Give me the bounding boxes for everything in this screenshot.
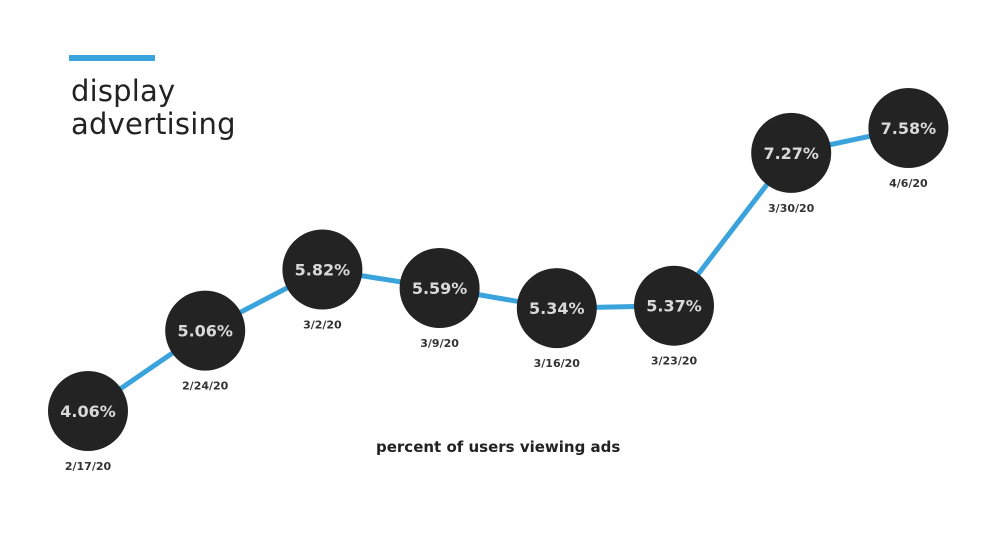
data-value-label: 5.34%: [529, 299, 585, 318]
data-point-group: 5.37% 3/23/20: [634, 265, 714, 368]
data-point-bubble: [634, 265, 714, 346]
data-value-label: 5.82%: [295, 261, 351, 280]
data-point-bubble: [751, 112, 832, 193]
data-point-group: 5.82% 3/2/20: [282, 229, 363, 332]
data-value-label: 5.06%: [177, 322, 233, 341]
data-point-bubble: [282, 229, 363, 310]
chart-title-line-1: display: [71, 74, 176, 108]
data-point-group: 7.58% 4/6/20: [868, 88, 949, 190]
data-point-group: 5.34% 3/16/20: [516, 268, 597, 370]
data-point-bubble: [48, 371, 128, 451]
chart-title-line-2: advertising: [71, 107, 236, 141]
data-point-bubble: [516, 268, 597, 349]
title-accent-bar: [69, 55, 155, 61]
data-point-group: 7.27% 3/30/20: [751, 112, 832, 215]
x-tick-label: 3/23/20: [651, 355, 698, 368]
x-tick-label: 2/17/20: [65, 460, 112, 473]
data-value-label: 7.58%: [881, 119, 937, 138]
data-value-label: 4.06%: [60, 402, 116, 421]
x-tick-label: 3/2/20: [303, 319, 342, 332]
data-point-group: 5.06% 2/24/20: [165, 290, 246, 393]
data-point-group: 5.59% 3/9/20: [399, 248, 480, 350]
data-point-bubble: [868, 88, 949, 168]
data-point-bubble: [399, 248, 480, 328]
data-value-label: 5.37%: [646, 297, 702, 316]
data-point-group: 4.06% 2/17/20: [48, 371, 128, 473]
x-tick-label: 4/6/20: [889, 177, 928, 190]
x-tick-label: 3/30/20: [768, 202, 815, 215]
data-point-bubble: [165, 290, 246, 371]
data-value-label: 7.27%: [763, 144, 819, 163]
x-tick-label: 3/9/20: [420, 337, 459, 350]
data-value-label: 5.59%: [412, 279, 468, 298]
series-points: 4.06% 2/17/20 5.06% 2/24/20 5.82% 3/2/20 5.59%…: [48, 88, 949, 473]
chart-caption: percent of users viewing ads: [376, 438, 621, 456]
x-tick-label: 2/24/20: [182, 380, 229, 393]
x-tick-label: 3/16/20: [534, 357, 581, 370]
